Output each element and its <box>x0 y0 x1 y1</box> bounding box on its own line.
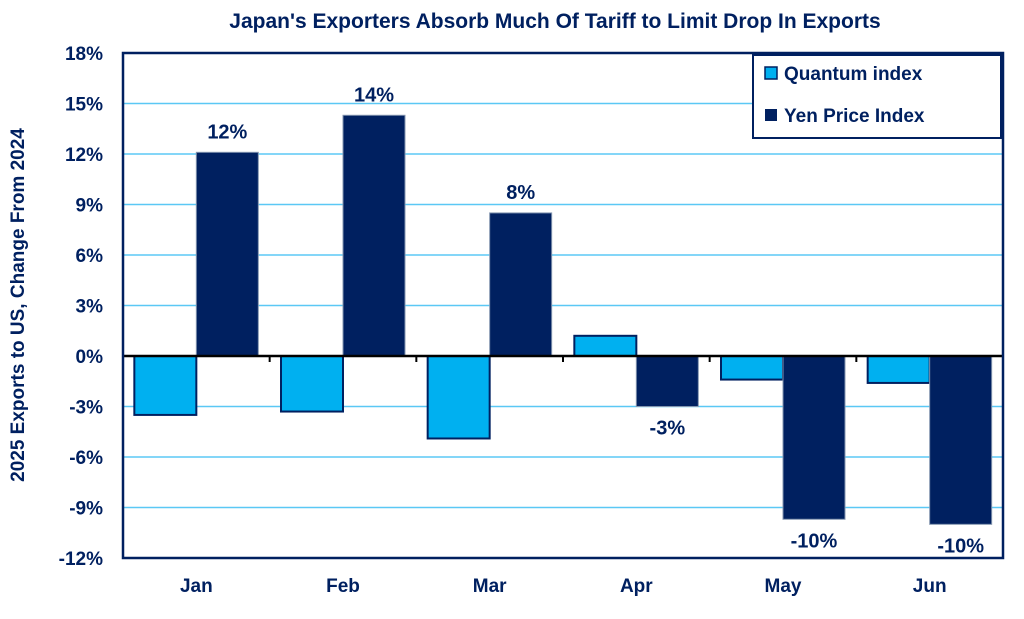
x-tick-label: Jun <box>913 576 947 597</box>
bar-quantum-jun <box>866 355 931 384</box>
plot-border <box>121 51 1005 560</box>
y-tick-label: 6% <box>76 246 104 267</box>
bar-yen-mar <box>489 212 553 357</box>
y-tick-label: 0% <box>76 347 104 368</box>
y-tick-label: 18% <box>65 44 103 65</box>
x-tick-label: Mar <box>473 576 507 597</box>
bar-quantum-may <box>720 355 784 381</box>
y-axis-label: 2025 Exports to US, Change From 2024 <box>8 128 29 482</box>
bar-yen-feb <box>342 114 406 357</box>
legend-swatch-quantum <box>764 66 778 80</box>
y-tick-label: -3% <box>69 398 103 419</box>
x-tick-label: May <box>765 576 802 597</box>
data-label: 14% <box>354 84 394 106</box>
chart-title: Japan's Exporters Absorb Much Of Tariff … <box>229 10 880 33</box>
y-tick-label: 3% <box>76 297 104 318</box>
legend-label-quantum: Quantum index <box>784 64 923 85</box>
bar-yen-apr <box>635 355 699 407</box>
y-tick-label: -6% <box>69 448 103 469</box>
bar-quantum-apr <box>573 334 638 357</box>
legend-box <box>752 54 1002 139</box>
bar-yen-jun <box>929 355 993 525</box>
legend-swatch-yen <box>765 109 777 121</box>
data-label: 8% <box>506 182 535 204</box>
x-tick-label: Feb <box>326 576 360 597</box>
data-label: 12% <box>207 121 247 143</box>
bar-quantum-jan <box>133 355 198 416</box>
data-label: -3% <box>650 418 686 440</box>
x-tick-label: Apr <box>620 576 653 597</box>
bar-quantum-mar <box>426 355 491 440</box>
bar-quantum-feb <box>280 355 344 413</box>
y-tick-label: 12% <box>65 145 103 166</box>
data-label: -10% <box>937 535 984 557</box>
bar-yen-may <box>782 355 846 520</box>
bar-yen-jan <box>195 151 259 357</box>
y-tick-label: 15% <box>65 95 103 116</box>
data-label: -10% <box>791 530 838 552</box>
y-tick-label: 9% <box>76 196 104 217</box>
legend-label-yen: Yen Price Index <box>784 106 925 127</box>
y-tick-label: -9% <box>69 499 103 520</box>
x-tick-label: Jan <box>180 576 213 597</box>
y-tick-label: -12% <box>59 549 103 570</box>
legend: Quantum index Yen Price Index <box>752 54 1002 139</box>
